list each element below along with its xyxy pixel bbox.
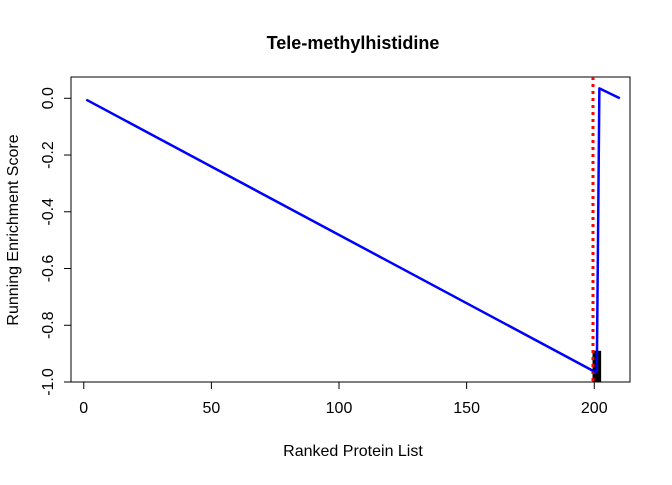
- y-tick-label: -0.2: [40, 141, 57, 169]
- y-tick-label: -0.4: [40, 198, 57, 226]
- x-axis: 0 50 100 150 200: [79, 381, 608, 417]
- y-axis-label: Running Enrichment Score: [5, 134, 22, 325]
- y-tick-label: -0.6: [40, 255, 57, 283]
- series-line: [85, 87, 621, 373]
- series-layer: [85, 87, 621, 373]
- x-tick-label: 100: [326, 400, 353, 417]
- y-axis: 0.0 -0.2 -0.4 -0.6 -0.8 -1.0: [40, 87, 72, 396]
- plot-frame: [70, 76, 631, 383]
- x-tick-label: 0: [79, 400, 88, 417]
- x-axis-label: Ranked Protein List: [283, 443, 423, 460]
- y-tick-label: -0.8: [40, 311, 57, 339]
- y-tick-label: -1.0: [40, 368, 57, 396]
- y-tick-label: 0.0: [40, 87, 57, 109]
- chart-title: Tele-methylhistidine: [267, 33, 440, 53]
- x-tick-label: 50: [202, 400, 220, 417]
- x-tick-label: 150: [453, 400, 480, 417]
- x-tick-label: 200: [581, 400, 608, 417]
